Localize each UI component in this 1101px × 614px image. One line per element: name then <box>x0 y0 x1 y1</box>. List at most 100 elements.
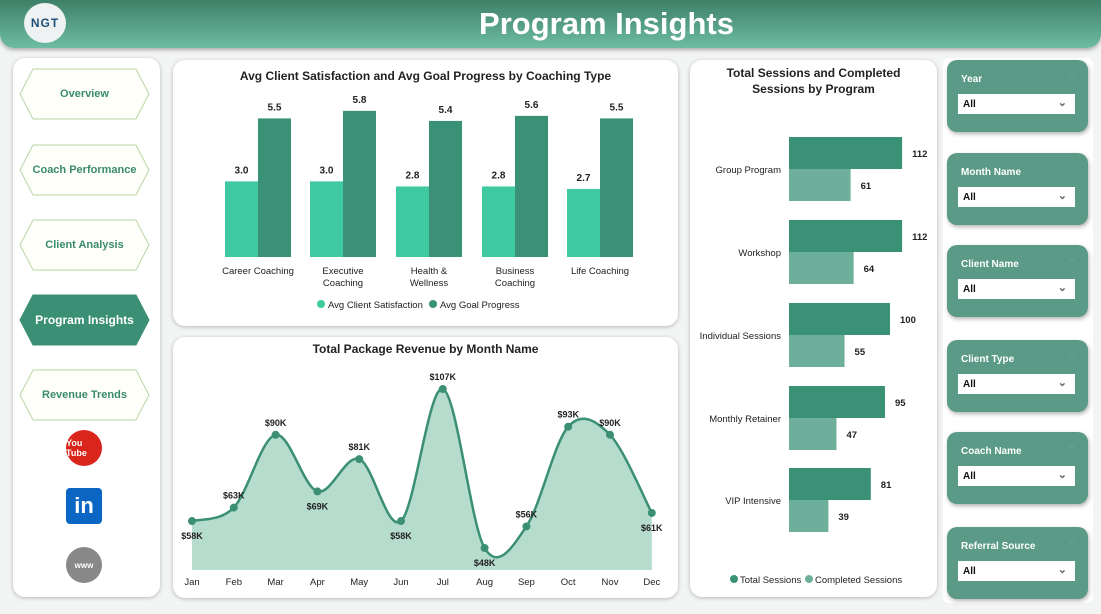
slicer-label: Year <box>961 74 983 85</box>
chevron-down-icon[interactable]: ⌄ <box>1067 348 1076 359</box>
data-point <box>271 430 280 439</box>
x-tick-label: Feb <box>226 577 242 588</box>
slicer-label: Referral Source <box>961 541 1036 552</box>
category-label: Group Program <box>716 165 782 176</box>
nav-label: Coach Performance <box>32 164 137 176</box>
chevron-down-icon[interactable]: ⌄ <box>1067 440 1076 451</box>
data-label: 3.0 <box>235 165 249 176</box>
slicer-value: All <box>963 379 976 390</box>
data-label: $63K <box>223 491 245 501</box>
slicer-dropdown[interactable]: All ⌄ <box>958 561 1075 581</box>
bar <box>396 186 429 257</box>
data-point <box>480 544 489 552</box>
chevron-down-icon[interactable]: ⌄ <box>1067 68 1076 79</box>
social-label: www <box>74 560 94 570</box>
legend-label: Completed Sessions <box>815 575 902 586</box>
data-point <box>438 384 447 393</box>
data-label: 2.7 <box>577 173 591 184</box>
bar <box>789 500 829 532</box>
nav-overview[interactable]: Overview <box>19 68 150 120</box>
bar <box>310 181 343 257</box>
chevron-down-icon: ⌄ <box>1057 377 1067 389</box>
category-label: Workshop <box>738 248 781 259</box>
slicer-value: All <box>963 192 976 203</box>
slicer-dropdown[interactable]: All ⌄ <box>958 279 1075 299</box>
category-label: Business <box>496 266 535 277</box>
nav-label: Client Analysis <box>45 239 124 251</box>
x-tick-label: Nov <box>602 577 619 588</box>
category-label: Coaching <box>323 278 363 289</box>
youtube-icon[interactable]: You Tube <box>66 430 102 466</box>
nav-revenue-trends[interactable]: Revenue Trends <box>19 369 150 421</box>
data-label: $90K <box>265 418 287 428</box>
data-label: 39 <box>838 512 849 523</box>
data-label: $61K <box>641 523 663 533</box>
slicer-label: Client Type <box>961 354 1015 365</box>
x-tick-label: Aug <box>476 577 493 588</box>
page-title: Program Insights <box>479 6 734 41</box>
chevron-down-icon: ⌄ <box>1057 190 1067 202</box>
data-point <box>229 503 238 512</box>
data-label: 5.6 <box>525 100 539 111</box>
category-label: Individual Sessions <box>700 331 782 342</box>
nav-panel: Overview Coach Performance Client Analysis… <box>13 58 160 597</box>
nav-program-insights[interactable]: Program Insights <box>19 294 150 346</box>
x-tick-label: Sep <box>518 577 535 588</box>
sessions-chart: Total Sessions and Completed Sessions by… <box>690 60 937 597</box>
data-label: 81 <box>881 480 892 491</box>
chevron-down-icon: ⌄ <box>1057 97 1067 109</box>
nav-coach-performance[interactable]: Coach Performance <box>19 144 150 196</box>
data-point <box>397 517 405 526</box>
data-point <box>606 430 614 439</box>
data-label: $90K <box>599 418 621 428</box>
logo: NGT <box>24 3 66 43</box>
chevron-down-icon[interactable]: ⌄ <box>1067 253 1076 264</box>
slicer-dropdown[interactable]: All ⌄ <box>958 374 1075 394</box>
data-point <box>647 508 656 517</box>
globe-icon[interactable]: www <box>66 547 102 583</box>
category-label: Life Coaching <box>571 266 629 277</box>
chevron-down-icon[interactable]: ⌄ <box>1067 535 1076 546</box>
bar <box>789 418 837 450</box>
slicer-month-name: Month Name ⌄ All ⌄ <box>947 153 1088 225</box>
legend-marker <box>730 575 738 583</box>
nav-client-analysis[interactable]: Client Analysis <box>19 219 150 271</box>
data-label: 47 <box>846 430 857 441</box>
slicer-dropdown[interactable]: All ⌄ <box>958 187 1075 207</box>
x-tick-label: Jan <box>184 577 199 588</box>
bar <box>789 169 851 201</box>
slicer-dropdown[interactable]: All ⌄ <box>958 466 1075 486</box>
data-label: 100 <box>900 315 916 326</box>
data-label: 112 <box>912 232 927 243</box>
slicer-client-name: Client Name ⌄ All ⌄ <box>947 245 1088 317</box>
category-label: VIP Intensive <box>725 496 781 507</box>
legend-label: Avg Goal Progress <box>440 300 520 311</box>
chart-title: Avg Client Satisfaction and Avg Goal Pro… <box>239 69 612 83</box>
slicer-label: Coach Name <box>961 446 1022 457</box>
data-label: 64 <box>864 264 875 275</box>
slicer-dropdown[interactable]: All ⌄ <box>958 94 1075 114</box>
chevron-down-icon[interactable]: ⌄ <box>1067 161 1076 172</box>
linkedin-icon[interactable]: in <box>66 488 102 524</box>
bar <box>258 118 291 258</box>
chart-title: Total Sessions and Completed Sessions by… <box>726 66 901 96</box>
data-label: 55 <box>855 347 866 358</box>
x-tick-label: Mar <box>267 577 283 588</box>
legend-marker <box>805 575 813 583</box>
chart-title: Total Package Revenue by Month Name <box>312 342 539 356</box>
data-label: $93K <box>557 410 579 420</box>
data-label: $58K <box>181 531 203 541</box>
data-label: $56K <box>516 509 538 519</box>
data-label: 95 <box>895 398 906 409</box>
bar <box>789 137 903 169</box>
revenue-chart: Total Package Revenue by Month Name $58K… <box>173 337 678 598</box>
slicer-client-type: Client Type ⌄ All ⌄ <box>947 340 1088 412</box>
category-label: Executive <box>322 266 363 277</box>
bar <box>515 115 548 257</box>
bar <box>225 181 258 257</box>
slicer-year: Year ⌄ All ⌄ <box>947 60 1088 132</box>
bar <box>789 303 890 335</box>
data-label: 2.8 <box>492 170 506 181</box>
slicer-referral-source: Referral Source ⌄ All ⌄ <box>947 527 1088 599</box>
bar <box>600 118 633 258</box>
